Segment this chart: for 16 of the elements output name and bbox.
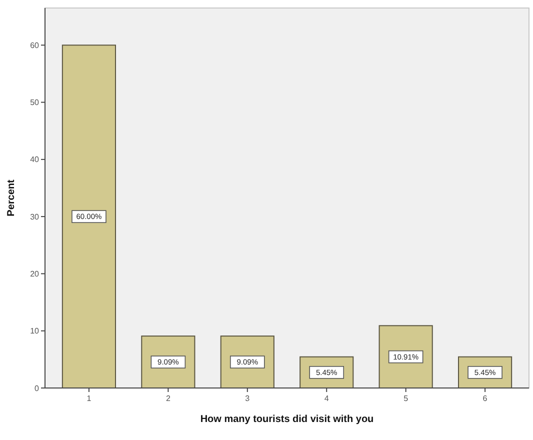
y-tick-label: 60	[30, 40, 40, 50]
x-tick-label: 5	[404, 394, 409, 403]
y-tick-label: 30	[30, 212, 40, 222]
x-tick-label: 6	[482, 394, 488, 403]
y-tick-label: 20	[30, 270, 40, 279]
y-tick-label: 0	[34, 384, 40, 393]
y-tick-label: 40	[30, 155, 40, 164]
y-axis-title: Percent	[6, 178, 17, 216]
x-tick-label: 4	[324, 394, 330, 403]
x-tick-label: 3	[245, 394, 250, 403]
y-tick-label: 50	[30, 98, 40, 108]
x-axis-title: How many tourists did visit with you	[200, 414, 374, 425]
y-tick-label: 10	[30, 326, 40, 336]
x-tick-label: 2	[166, 394, 171, 403]
x-tick-label: 1	[86, 394, 92, 403]
bar	[62, 44, 116, 388]
